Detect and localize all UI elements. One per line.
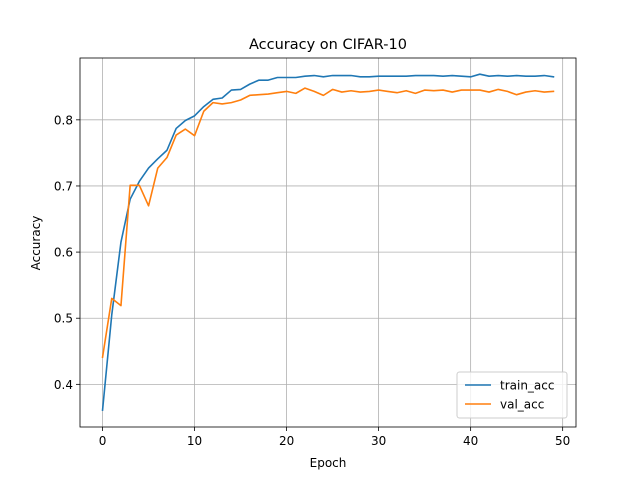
x-tick-label: 0 bbox=[99, 434, 107, 448]
axes-frame bbox=[79, 57, 577, 428]
y-tick-label: 0.7 bbox=[54, 179, 73, 193]
y-tick-label: 0.8 bbox=[54, 113, 73, 127]
x-tick-label: 20 bbox=[279, 434, 294, 448]
series-line-train-acc bbox=[101, 73, 555, 412]
x-tick-label: 40 bbox=[463, 434, 478, 448]
x-tick-label: 10 bbox=[187, 434, 202, 448]
chart-title: Accuracy on CIFAR-10 bbox=[249, 37, 407, 53]
legend-label: train_acc bbox=[500, 379, 554, 393]
y-tick-label: 0.5 bbox=[54, 312, 73, 326]
series-lines bbox=[101, 73, 555, 412]
y-axis-label: Accuracy bbox=[29, 216, 43, 271]
legend-label: val_acc bbox=[500, 398, 544, 412]
grid-lines bbox=[80, 58, 576, 427]
axis-ticks: 0 10 20 30 40 50 0.4 0.5 0.6 0.7 0.8 bbox=[54, 113, 570, 448]
x-tick-label: 50 bbox=[555, 434, 570, 448]
legend: train_acc val_acc bbox=[456, 371, 568, 419]
legend-frame bbox=[456, 371, 568, 419]
x-tick-label: 30 bbox=[371, 434, 386, 448]
y-tick-label: 0.4 bbox=[54, 378, 73, 392]
series-line-val-acc bbox=[101, 87, 555, 359]
y-tick-label: 0.6 bbox=[54, 246, 73, 260]
x-axis-label: Epoch bbox=[310, 456, 347, 470]
